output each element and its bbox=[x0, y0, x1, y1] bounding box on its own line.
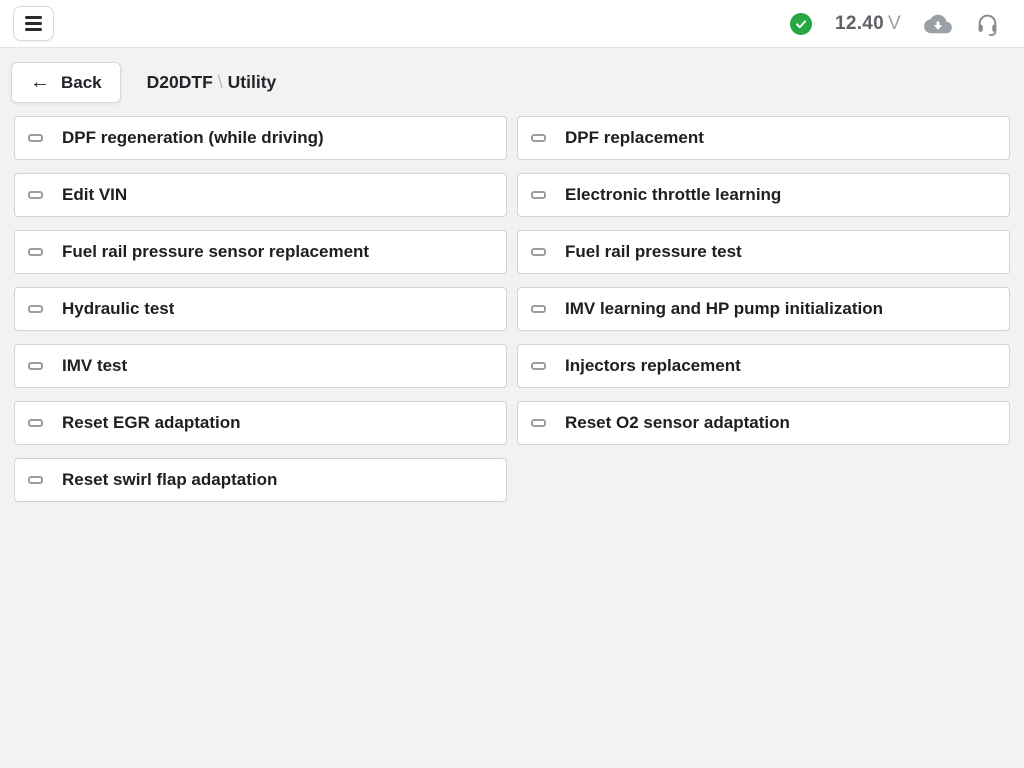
utility-label: Reset EGR adaptation bbox=[62, 413, 241, 432]
chip-outline-icon bbox=[28, 191, 43, 199]
utility-label: Fuel rail pressure sensor replacement bbox=[62, 242, 370, 261]
utility-label: Reset O2 sensor adaptation bbox=[565, 413, 790, 432]
back-button-label: Back bbox=[61, 72, 102, 92]
breadcrumb-separator: \ bbox=[217, 72, 223, 92]
chip-outline-icon bbox=[28, 419, 43, 427]
chip-outline-icon bbox=[28, 476, 43, 484]
utility-button-reset-swirl-flap-adaptation[interactable]: Reset swirl flap adaptation bbox=[14, 458, 507, 502]
voltage-value: 12.40 bbox=[834, 12, 885, 34]
utility-button-reset-egr-adaptation[interactable]: Reset EGR adaptation bbox=[14, 401, 507, 445]
utility-button-edit-vin[interactable]: Edit VIN bbox=[14, 173, 507, 217]
back-arrow-icon: ← bbox=[30, 70, 50, 93]
chip-outline-icon bbox=[28, 134, 43, 142]
back-button[interactable]: ← Back bbox=[11, 62, 121, 103]
breadcrumb: D20DTF \ Utility bbox=[147, 72, 277, 93]
utility-button-injectors-replacement[interactable]: Injectors replacement bbox=[517, 344, 1010, 388]
cloud-download-icon[interactable] bbox=[924, 13, 952, 35]
utility-button-fuel-rail-pressure-sensor-replacement[interactable]: Fuel rail pressure sensor replacement bbox=[14, 230, 507, 274]
utility-button-hydraulic-test[interactable]: Hydraulic test bbox=[14, 287, 507, 331]
headset-icon[interactable] bbox=[975, 11, 1000, 37]
battery-voltage: 12.40 V bbox=[835, 13, 901, 35]
voltage-unit: V bbox=[888, 12, 901, 34]
utility-label: IMV test bbox=[62, 356, 128, 375]
utility-grid: DPF regeneration (while driving) Edit VI… bbox=[0, 103, 1024, 502]
utility-column-right: DPF replacement Electronic throttle lear… bbox=[517, 116, 1010, 445]
utility-button-dpf-regeneration[interactable]: DPF regeneration (while driving) bbox=[14, 116, 507, 160]
utility-label: Fuel rail pressure test bbox=[565, 242, 742, 261]
chip-outline-icon bbox=[531, 305, 546, 313]
utility-button-reset-o2-sensor-adaptation[interactable]: Reset O2 sensor adaptation bbox=[517, 401, 1010, 445]
utility-label: Injectors replacement bbox=[565, 356, 741, 375]
page-header: ← Back D20DTF \ Utility bbox=[0, 48, 1024, 103]
check-circle-icon bbox=[789, 12, 812, 35]
chip-outline-icon bbox=[531, 362, 546, 370]
chip-outline-icon bbox=[531, 248, 546, 256]
utility-column-left: DPF regeneration (while driving) Edit VI… bbox=[14, 116, 507, 502]
utility-label: Electronic throttle learning bbox=[565, 185, 782, 204]
utility-label: DPF replacement bbox=[565, 128, 704, 147]
chip-outline-icon bbox=[531, 419, 546, 427]
chip-outline-icon bbox=[531, 191, 546, 199]
topbar-status-cluster: 12.40 V bbox=[789, 11, 1000, 37]
menu-button[interactable] bbox=[13, 6, 54, 41]
utility-button-imv-learning-hp-pump-initialization[interactable]: IMV learning and HP pump initialization bbox=[517, 287, 1010, 331]
utility-button-dpf-replacement[interactable]: DPF replacement bbox=[517, 116, 1010, 160]
chip-outline-icon bbox=[531, 134, 546, 142]
chip-outline-icon bbox=[28, 305, 43, 313]
chip-outline-icon bbox=[28, 248, 43, 256]
utility-button-electronic-throttle-learning[interactable]: Electronic throttle learning bbox=[517, 173, 1010, 217]
topbar: 12.40 V bbox=[0, 0, 1024, 48]
utility-button-imv-test[interactable]: IMV test bbox=[14, 344, 507, 388]
utility-label: Hydraulic test bbox=[62, 299, 175, 318]
breadcrumb-current: Utility bbox=[227, 72, 277, 92]
utility-label: Edit VIN bbox=[62, 185, 128, 204]
utility-label: Reset swirl flap adaptation bbox=[62, 470, 278, 489]
chip-outline-icon bbox=[28, 362, 43, 370]
utility-label: IMV learning and HP pump initialization bbox=[565, 299, 883, 318]
utility-label: DPF regeneration (while driving) bbox=[62, 128, 324, 147]
utility-button-fuel-rail-pressure-test[interactable]: Fuel rail pressure test bbox=[517, 230, 1010, 274]
hamburger-icon bbox=[25, 16, 42, 31]
breadcrumb-parent: D20DTF bbox=[146, 72, 213, 92]
